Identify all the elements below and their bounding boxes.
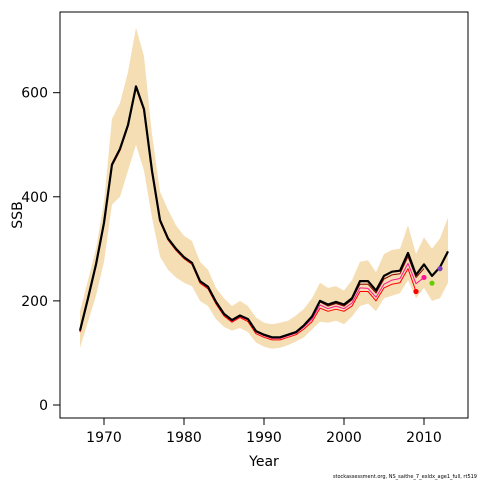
x-tick-label-1990: 1990	[246, 430, 282, 446]
confidence-band-layer	[80, 27, 448, 349]
y-axis-title: SSB	[10, 201, 26, 228]
x-tick-label-2010: 2010	[406, 430, 442, 446]
y-tick-label-0: 0	[39, 398, 48, 414]
plot-frame	[59, 11, 469, 419]
x-tick-label-1970: 1970	[86, 430, 122, 446]
retro-endpoint-2012	[437, 266, 443, 272]
series-line-main	[78, 85, 449, 339]
retro-endpoint-2011	[429, 280, 435, 286]
source-footer: stockassessment.org, NS_saithe_7_exldx_a…	[333, 474, 477, 480]
x-tick-label-2000: 2000	[326, 430, 362, 446]
x-tick-label-1980: 1980	[166, 430, 202, 446]
y-tick-label-400: 400	[21, 190, 48, 206]
retro-endpoints-layer	[413, 266, 443, 295]
x-axis-title: Year	[248, 454, 279, 470]
retro-endpoint-2009	[413, 288, 419, 295]
y-axis: 0 200 400 600	[21, 86, 60, 414]
x-axis: 1970 1980 1990 2000 2010	[86, 418, 442, 446]
retro-endpoint-2010	[421, 274, 427, 281]
y-tick-label-200: 200	[21, 294, 48, 310]
y-tick-label-600: 600	[21, 86, 48, 102]
series-layer	[78, 85, 449, 341]
confidence-band	[80, 27, 448, 349]
